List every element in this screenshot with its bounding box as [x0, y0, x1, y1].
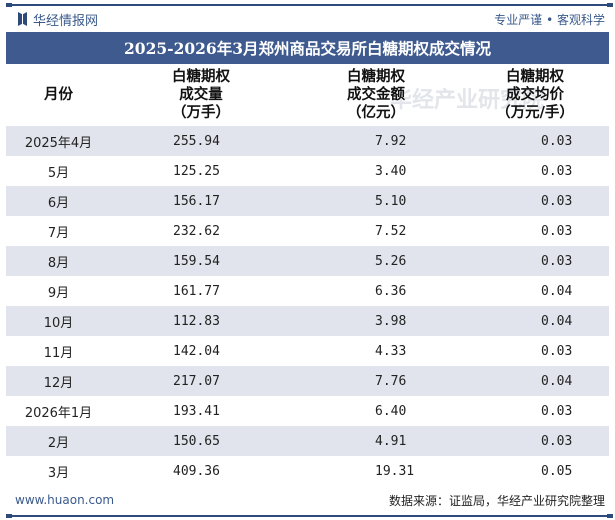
- cell-amount: 4.91: [375, 433, 407, 449]
- table-row: 7月 232.62 7.52 0.03: [6, 216, 609, 246]
- header-line: （万元/手）: [496, 104, 574, 121]
- cell-volume: 159.54: [173, 253, 220, 269]
- table-row: 8月 159.54 5.26 0.03: [6, 246, 609, 276]
- cell-month: 6月: [47, 195, 70, 211]
- site-url: www.huaon.com: [15, 493, 115, 507]
- table-row: 2026年1月 193.41 6.40 0.03: [6, 396, 609, 426]
- table-header-row: 月份 白糖期权 成交量 （万手） 白糖期权 成交金额 （亿元） 白糖期权 成交均…: [6, 64, 609, 126]
- header-line: （万手）: [172, 104, 230, 121]
- cell-volume: 142.04: [173, 343, 220, 359]
- cell-volume: 156.17: [173, 193, 220, 209]
- table-row: 2025年4月 255.94 7.92 0.03: [6, 126, 609, 156]
- brand-name: 华经情报网: [33, 13, 99, 29]
- cell-avg-price: 0.04: [541, 373, 573, 389]
- cell-avg-price: 0.03: [541, 403, 573, 419]
- logo-icon: [18, 12, 27, 26]
- cell-avg-price: 0.03: [541, 133, 573, 149]
- table-row: 3月 409.36 19.31 0.05: [6, 456, 609, 486]
- header-line: （亿元）: [347, 104, 405, 121]
- cell-volume: 125.25: [173, 163, 220, 179]
- cell-amount: 3.40: [375, 163, 407, 179]
- header-line: 成交金额: [347, 86, 405, 103]
- cell-avg-price: 0.03: [541, 253, 573, 269]
- table-row: 11月 142.04 4.33 0.03: [6, 336, 609, 366]
- cell-amount: 6.40: [375, 403, 407, 419]
- cell-amount: 5.10: [375, 193, 407, 209]
- column-header-amount: 白糖期权 成交金额 （亿元）: [291, 64, 461, 126]
- header: 华经情报网 专业严谨 • 客观科学: [6, 6, 609, 32]
- cell-amount: 6.36: [375, 283, 407, 299]
- cell-month: 2026年1月: [24, 405, 93, 421]
- cell-volume: 255.94: [173, 133, 220, 149]
- column-header-month: 月份: [6, 64, 111, 126]
- cell-volume: 232.62: [173, 223, 220, 239]
- cell-month: 5月: [47, 165, 70, 181]
- header-line: 白糖期权: [172, 68, 230, 85]
- data-table: 月份 白糖期权 成交量 （万手） 白糖期权 成交金额 （亿元） 白糖期权 成交均…: [6, 64, 609, 486]
- table-title: 2025-2026年3月郑州商品交易所白糖期权成交情况: [6, 32, 609, 64]
- header-line: 白糖期权: [506, 68, 564, 85]
- table-row: 10月 112.83 3.98 0.04: [6, 306, 609, 336]
- cell-month: 2025年4月: [24, 135, 93, 151]
- bottom-rule: [6, 514, 613, 518]
- table-row: 2月 150.65 4.91 0.03: [6, 426, 609, 456]
- column-header-volume: 白糖期权 成交量 （万手）: [111, 64, 291, 126]
- header-line: 白糖期权: [347, 68, 405, 85]
- cell-avg-price: 0.03: [541, 163, 573, 179]
- header-label: 月份: [44, 86, 73, 103]
- cell-volume: 217.07: [173, 373, 220, 389]
- cell-amount: 7.52: [375, 223, 407, 239]
- cell-avg-price: 0.04: [541, 313, 573, 329]
- cell-avg-price: 0.05: [541, 463, 573, 479]
- cell-avg-price: 0.04: [541, 283, 573, 299]
- cell-month: 12月: [43, 375, 74, 391]
- cell-avg-price: 0.03: [541, 343, 573, 359]
- cell-volume: 161.77: [173, 283, 220, 299]
- cell-avg-price: 0.03: [541, 193, 573, 209]
- cell-amount: 7.92: [375, 133, 407, 149]
- column-header-avg-price: 白糖期权 成交均价 （万元/手）: [461, 64, 609, 126]
- cell-volume: 409.36: [173, 463, 220, 479]
- cell-volume: 112.83: [173, 313, 220, 329]
- header-line: 成交均价: [506, 86, 564, 103]
- cell-month: 8月: [47, 255, 70, 271]
- table-row: 5月 125.25 3.40 0.03: [6, 156, 609, 186]
- cell-month: 2月: [47, 435, 70, 451]
- data-source: 数据来源：证监局，华经产业研究院整理: [388, 493, 605, 508]
- table-row: 6月 156.17 5.10 0.03: [6, 186, 609, 216]
- brand: 华经情报网: [6, 10, 98, 29]
- cell-month: 10月: [43, 315, 74, 331]
- cell-volume: 193.41: [173, 403, 220, 419]
- cell-avg-price: 0.03: [541, 433, 573, 449]
- cell-month: 11月: [43, 345, 74, 361]
- cell-amount: 5.26: [375, 253, 407, 269]
- footer: www.huaon.com 数据来源：证监局，华经产业研究院整理: [6, 487, 609, 513]
- cell-month: 3月: [47, 465, 70, 481]
- cell-amount: 3.98: [375, 313, 407, 329]
- cell-amount: 19.31: [375, 463, 415, 479]
- cell-month: 9月: [47, 285, 70, 301]
- table-row: 12月 217.07 7.76 0.04: [6, 366, 609, 396]
- table-row: 9月 161.77 6.36 0.04: [6, 276, 609, 306]
- cell-amount: 4.33: [375, 343, 407, 359]
- top-rule: [6, 3, 613, 7]
- cell-volume: 150.65: [173, 433, 220, 449]
- cell-month: 7月: [47, 225, 70, 241]
- cell-amount: 7.76: [375, 373, 407, 389]
- slogan: 专业严谨 • 客观科学: [494, 12, 605, 27]
- header-line: 成交量: [179, 86, 223, 103]
- cell-avg-price: 0.03: [541, 223, 573, 239]
